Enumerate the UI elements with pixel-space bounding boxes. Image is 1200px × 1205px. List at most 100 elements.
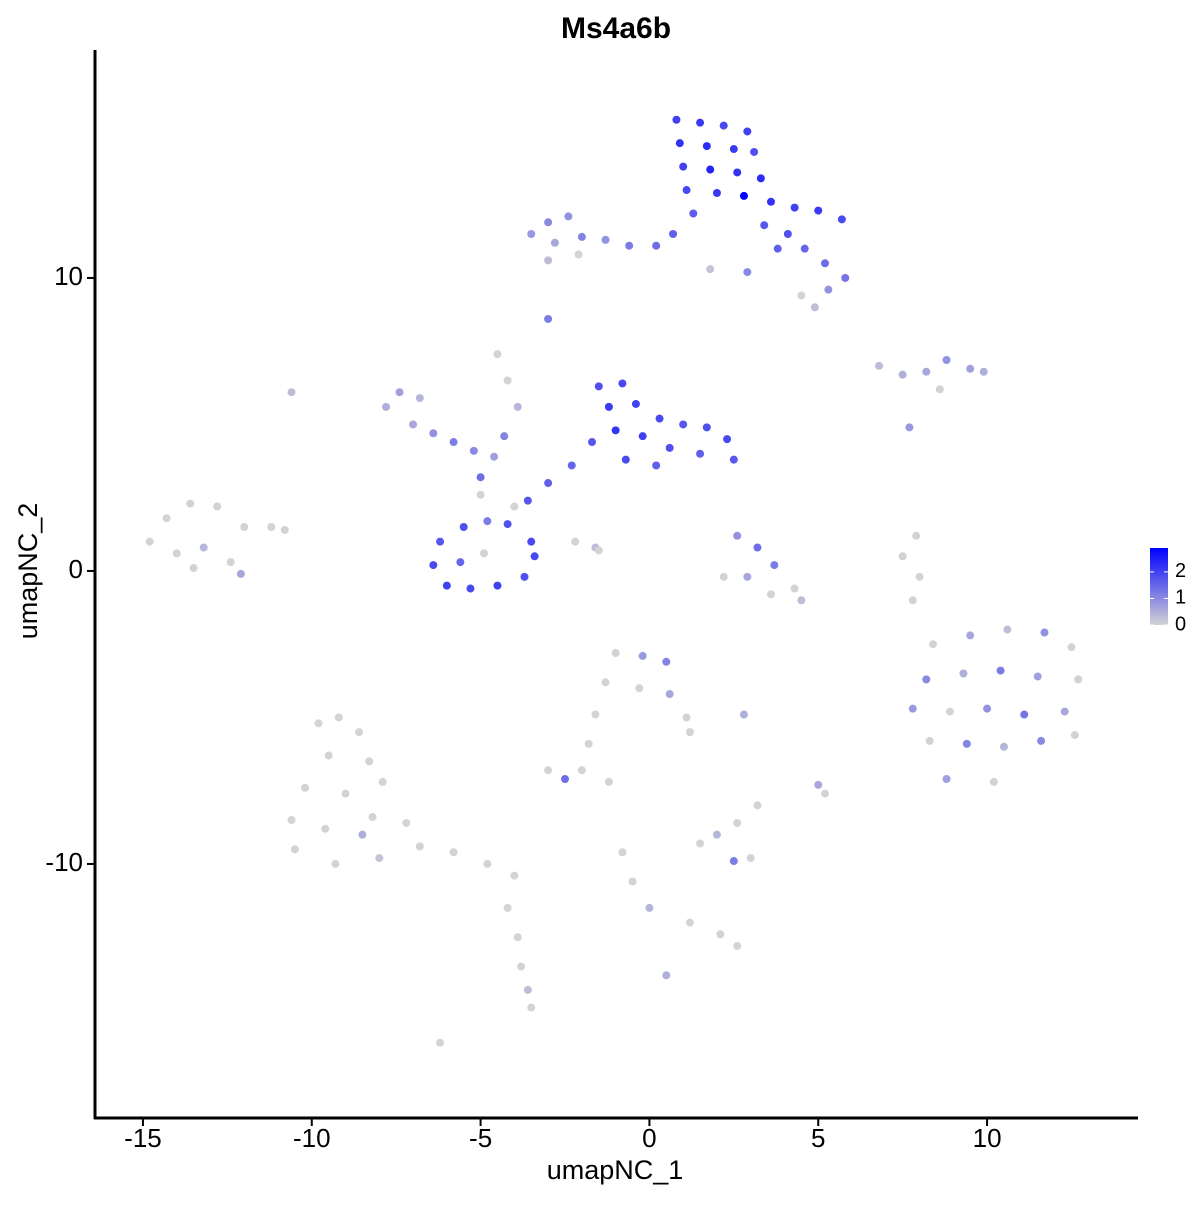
point [770,561,779,570]
point [766,197,775,206]
point [1060,707,1069,716]
point [280,525,289,534]
point [429,561,438,570]
point [814,206,823,215]
point [837,215,846,224]
point [814,780,823,789]
point [1003,625,1012,634]
point [571,537,580,546]
x-tick-label: -15 [124,1123,162,1153]
point [743,127,752,136]
point [733,168,742,177]
point [459,523,468,532]
point [638,651,647,660]
point [236,569,245,578]
point [267,523,276,532]
point [594,546,603,555]
point [594,382,603,391]
point [601,678,610,687]
point [898,370,907,379]
point [378,777,387,786]
point [790,584,799,593]
point [922,367,931,376]
point [503,520,512,529]
point [395,388,404,397]
point [500,432,509,441]
point [449,438,458,447]
point [527,537,536,546]
point [983,704,992,713]
point [729,145,738,154]
point [368,813,377,822]
point [962,739,971,748]
point [358,830,367,839]
point [665,443,674,452]
point [1037,736,1046,745]
point [436,1038,445,1047]
point [503,376,512,385]
point [493,350,502,359]
point [567,461,576,470]
point [544,314,553,323]
point [925,736,934,745]
point [696,118,705,127]
point [287,388,296,397]
point [841,273,850,282]
point [645,903,654,912]
point [436,537,445,546]
point [588,438,597,447]
point [760,221,769,230]
point [905,423,914,432]
point [523,985,532,994]
point [544,479,553,488]
point [662,657,671,666]
point [290,845,299,854]
point [510,502,519,511]
y-tick-label: 0 [69,554,83,584]
point [908,704,917,713]
point [797,291,806,300]
point [729,857,738,866]
point [733,531,742,540]
point [415,394,424,403]
point [530,552,539,561]
point [631,399,640,408]
point [199,543,208,552]
point [544,256,553,265]
point [797,596,806,605]
point [753,801,762,810]
point [706,265,715,274]
point [635,684,644,693]
point [618,848,627,857]
point [1074,675,1083,684]
point [334,713,343,722]
point [966,631,975,640]
point [301,783,310,792]
colorbar-tick-label: 0 [1175,613,1186,635]
point [915,572,924,581]
point [712,188,721,197]
point [733,942,742,951]
point [942,355,951,364]
point [375,854,384,863]
point [365,757,374,766]
point [523,496,532,505]
point [935,385,944,394]
x-tick-label: 0 [642,1123,656,1153]
point [820,789,829,798]
point [625,241,634,250]
point [723,435,732,444]
point [800,244,809,253]
point [493,581,502,590]
point [898,552,907,561]
point [929,640,938,649]
point [790,203,799,212]
point [544,766,553,775]
point [240,523,249,532]
point [756,174,765,183]
point [490,452,499,461]
point [689,209,698,218]
point [591,710,600,719]
point [476,490,485,499]
point [621,455,630,464]
